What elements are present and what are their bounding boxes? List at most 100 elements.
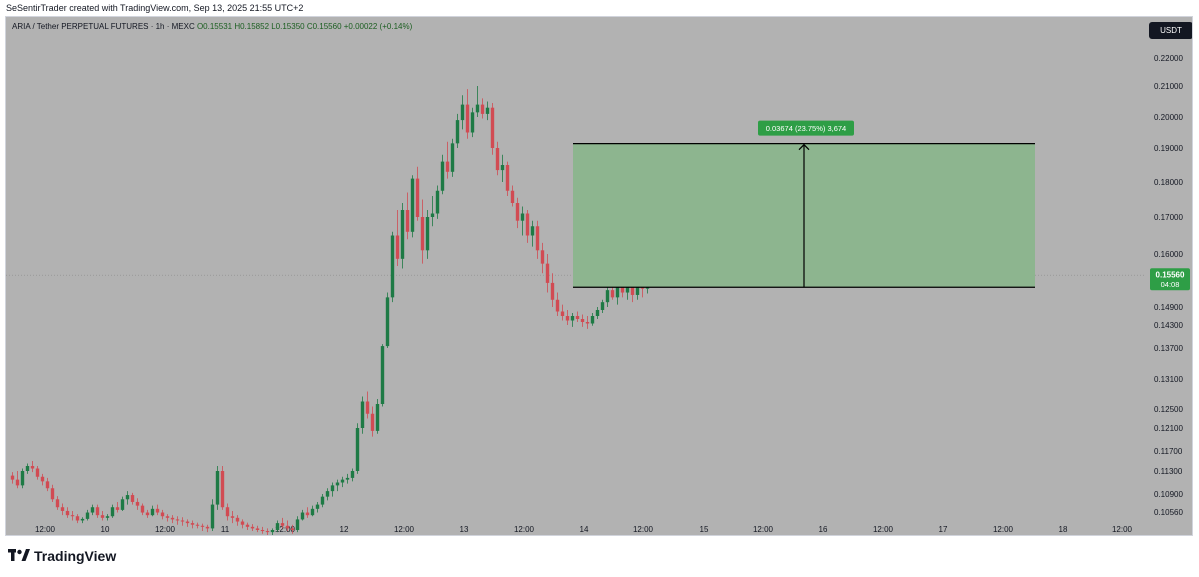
candle-body (435, 190, 440, 214)
candle-body (540, 250, 545, 264)
measure-label-box (758, 120, 854, 136)
candle-body (70, 515, 75, 517)
candle-body (625, 285, 630, 293)
candle-body (635, 282, 640, 295)
x-axis-tick-label: 18 (1059, 525, 1068, 534)
candle-body (510, 190, 515, 203)
candle-body (100, 515, 105, 518)
candle-body (380, 346, 385, 404)
symbol-name[interactable]: ARIA / Tether PERPETUAL FUTURES · 1h · M… (12, 22, 195, 31)
candle-body (190, 523, 195, 525)
candle-body (40, 476, 45, 482)
candle-body (30, 466, 35, 469)
candle-body (250, 526, 255, 529)
last-price-value: 0.15560 (1156, 271, 1185, 280)
candle-body (140, 505, 145, 513)
candle-body (515, 203, 520, 221)
candle-body (165, 516, 170, 518)
y-axis-tick-label: 0.11700 (1154, 447, 1183, 456)
candle-body (195, 524, 200, 526)
x-axis-tick-label: 16 (819, 525, 828, 534)
candle-body (575, 316, 580, 319)
candle-body (65, 510, 70, 516)
candle-body (565, 316, 570, 321)
candle-body (580, 319, 585, 322)
last-price-countdown: 04:08 (1161, 280, 1180, 289)
y-axis-tick-label: 0.18000 (1154, 178, 1183, 187)
candle-body (605, 290, 610, 303)
candle-body (480, 104, 485, 114)
candle-body (365, 401, 370, 414)
y-axis-tick-label: 0.10560 (1154, 508, 1183, 517)
candle-body (475, 104, 480, 113)
candle-body (90, 507, 95, 513)
y-axis-tick-label: 0.21000 (1154, 82, 1183, 91)
candlestick-chart[interactable]: 0.22000 0.21000 0.20000 0.19000 0.18000 0.170… (6, 17, 1193, 536)
candle-body (10, 475, 15, 480)
candle-body (340, 479, 345, 483)
candle-body (290, 528, 295, 530)
y-axis-tick-label: 0.19000 (1154, 144, 1183, 153)
candle-body (560, 311, 565, 316)
x-axis-tick-label: 11 (221, 525, 230, 534)
candle-body (15, 479, 20, 486)
candle-body (370, 413, 375, 431)
x-axis-tick-label: 12:00 (993, 525, 1014, 534)
x-axis-tick-label: 12:00 (394, 525, 415, 534)
candle-body (130, 495, 135, 502)
candle-body (135, 501, 140, 506)
candle-body (415, 178, 420, 217)
candle-body (255, 528, 260, 530)
x-axis-tick-label: 12 (340, 525, 349, 534)
ohlc-values: O0.15531 H0.15852 L0.15350 C0.15560 +0.0… (196, 22, 413, 31)
candle-body (355, 428, 360, 471)
candle-body (25, 466, 30, 471)
candle-body (460, 104, 465, 121)
y-axis-tick-label: 0.17000 (1154, 213, 1183, 222)
y-axis-tick-label: 0.10900 (1154, 490, 1183, 499)
candle-body (430, 213, 435, 217)
brand-name: TradingView (34, 548, 117, 564)
candle-body (530, 226, 535, 236)
x-axis-tick-label: 12:00 (155, 525, 176, 534)
x-axis-tick-label: 12:00 (1112, 525, 1133, 534)
candle-body (525, 213, 530, 236)
candle-body (75, 516, 80, 521)
candle-body (230, 516, 235, 518)
candle-body (265, 531, 270, 533)
candle-body (120, 499, 125, 510)
measure-label-text: 0.03674 (23.75%) 3,674 (766, 124, 846, 133)
x-axis-tick-label: 14 (580, 525, 589, 534)
candle-body (550, 282, 555, 300)
chart-panel[interactable]: 0.22000 0.21000 0.20000 0.19000 0.18000 0.170… (5, 16, 1193, 536)
candle-body (200, 525, 205, 527)
candle-body (215, 471, 220, 505)
candle-body (610, 290, 615, 298)
currency-button[interactable]: USDT (1149, 22, 1192, 39)
candle-body (440, 161, 445, 191)
candle-body (245, 524, 250, 527)
candle-body (465, 104, 470, 133)
candle-body (335, 482, 340, 486)
candle-body (470, 112, 475, 133)
x-axis-tick-label: 12:00 (275, 525, 296, 534)
candle-body (555, 299, 560, 312)
candle-body (235, 517, 240, 522)
candle-body (175, 519, 180, 521)
x-axis-tick-label: 12:00 (514, 525, 535, 534)
candle-body (330, 485, 335, 492)
candle-body (80, 518, 85, 521)
candle-body (375, 404, 380, 431)
x-axis-tick-label: 13 (460, 525, 469, 534)
candle-body (455, 120, 460, 144)
tradingview-logo[interactable]: TradingView (8, 548, 116, 564)
y-axis-tick-label: 0.13100 (1154, 375, 1183, 384)
candle-body (505, 165, 510, 191)
candle-body (395, 235, 400, 259)
candle-body (315, 504, 320, 509)
candle-body (410, 178, 415, 232)
candle-body (160, 512, 165, 517)
candle-body (105, 516, 110, 518)
candle-body (490, 107, 495, 148)
candle-body (615, 282, 620, 298)
